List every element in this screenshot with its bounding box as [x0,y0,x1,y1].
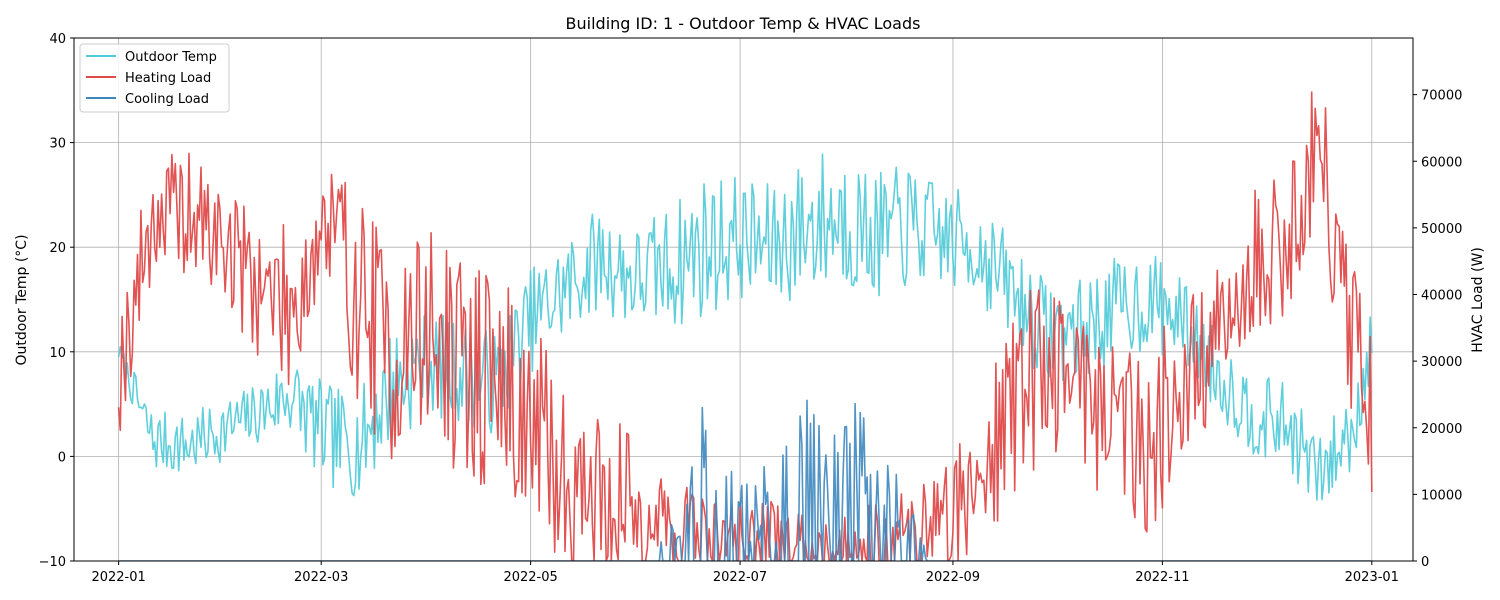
y-right-tick-label: 60000 [1421,155,1462,170]
legend-label: Cooling Load [125,92,209,107]
y-right-tick-label: 30000 [1421,355,1462,370]
y-right-tick-label: 50000 [1421,222,1462,237]
y-left-tick-label: 40 [49,32,66,47]
x-axis: 2022-01 2022-03 2022-05 2022-07 2022-09 2022-… [91,561,1399,585]
x-tick-label: 2023-01 [1345,570,1399,585]
legend-label: Heating Load [125,71,211,86]
y-left-tick-label: 30 [49,137,66,152]
y-left-tick-label: −10 [39,555,66,570]
legend-label: Outdoor Temp [125,50,217,65]
x-tick-label: 2022-09 [926,570,980,585]
x-tick-label: 2022-07 [713,570,767,585]
series-line-outdoor-temp [117,153,1373,501]
x-tick-label: 2022-03 [294,570,348,585]
y-right-tick-label: 40000 [1421,289,1462,304]
y-right-tick-label: 0 [1421,555,1429,570]
y-right-tick-label: 70000 [1421,89,1462,104]
y-right-tick-label: 20000 [1421,422,1462,437]
grid [74,37,1413,562]
plot-area [117,91,1373,561]
legend: Outdoor Temp Heating Load Cooling Load [79,43,230,113]
y-axis-left-label: Outdoor Temp (°C) [14,234,30,365]
y-axis-right: 0 10000 20000 30000 40000 50000 60000 70000 [1413,89,1462,570]
y-axis-right-label: HVAC Load (W) [1470,247,1486,353]
y-axis-left: −10 0 10 20 30 40 [39,32,74,570]
x-tick-label: 2022-01 [91,570,145,585]
y-left-tick-label: 10 [49,346,66,361]
x-tick-label: 2022-11 [1135,570,1189,585]
chart-title: Building ID: 1 - Outdoor Temp & HVAC Loa… [566,14,921,33]
x-tick-label: 2022-05 [503,570,557,585]
y-left-tick-label: 0 [58,450,66,465]
legend-box [79,43,230,113]
series-line-heating-load [117,91,1373,561]
y-left-tick-label: 20 [49,241,66,256]
plot-frame [73,37,1414,562]
y-right-tick-label: 10000 [1421,488,1462,503]
